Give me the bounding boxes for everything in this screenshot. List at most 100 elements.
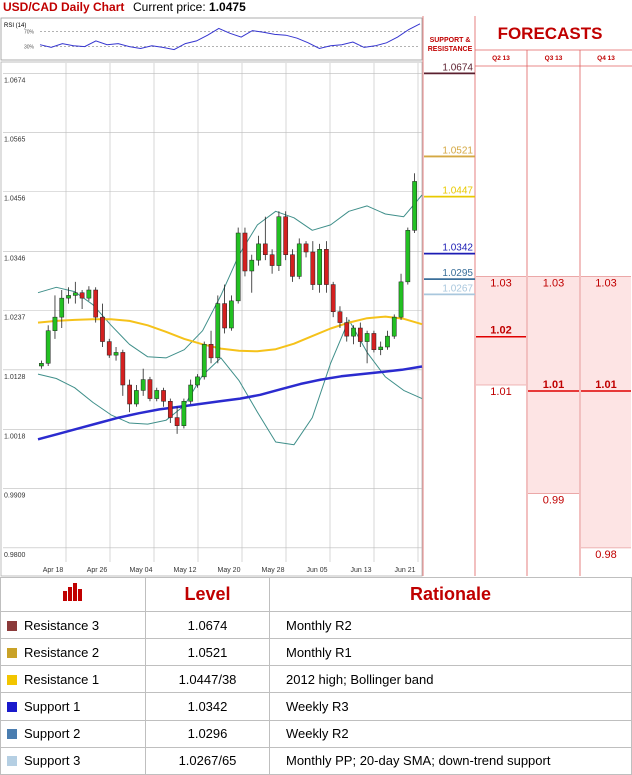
sr-level-label: 1.0295: [442, 268, 473, 279]
forecast-range: [476, 276, 526, 385]
sr-level-label: 1.0267: [442, 283, 473, 294]
sma-200-line: [37, 365, 423, 441]
level-name-cell: Resistance 3: [0, 610, 146, 640]
candle-body: [405, 230, 411, 283]
sr-label-line2: RESISTANCE: [428, 46, 473, 53]
forecast-panel: [422, 16, 632, 576]
candle-body: [296, 243, 302, 277]
candle-body: [262, 243, 268, 255]
candle-body: [100, 316, 105, 342]
x-tick-label: Jun 05: [306, 567, 327, 574]
quarter-header: Q3 13: [545, 55, 563, 62]
candle-body: [391, 316, 397, 337]
quarter-header: Q4 13: [597, 55, 615, 62]
level-value: 1.0267/65: [145, 746, 270, 775]
bollinger-upper-line: [37, 194, 423, 359]
table-row: Support 1 1.0342 Weekly R3: [0, 692, 632, 721]
x-tick-label: Jun 13: [350, 567, 371, 574]
level-name: Support 1: [24, 699, 81, 715]
level-color-swatch: [7, 702, 17, 713]
level-value: 1.0674: [145, 610, 270, 640]
candle-body: [208, 344, 214, 359]
level-rationale: Weekly R2: [269, 719, 632, 748]
level-name-cell: Resistance 2: [0, 638, 146, 667]
candle-body: [269, 254, 275, 266]
candle-body: [344, 322, 350, 337]
candle-body: [276, 216, 282, 266]
candle-body: [59, 297, 65, 318]
level-name-cell: Support 2: [0, 719, 146, 748]
candle-body: [52, 316, 58, 331]
rsi-70-label: 70%: [24, 29, 35, 35]
candle-body: [235, 232, 241, 302]
candle-body: [412, 181, 417, 231]
y-tick-label: 1.0565: [4, 137, 26, 144]
candle-body: [147, 379, 153, 399]
level-rationale: Monthly PP; 20-day SMA; down-trend suppo…: [269, 746, 632, 775]
level-color-swatch: [7, 620, 17, 631]
rsi-panel: RSI (14)70% 30%: [0, 17, 423, 61]
level-name-cell: Resistance 1: [0, 665, 146, 694]
candle-body: [310, 251, 316, 285]
forecasts-title: FORECASTS: [498, 24, 603, 43]
rationale-header: Rationale: [269, 577, 632, 612]
level-rationale: 2012 high; Bollinger band: [269, 665, 632, 694]
table-row: Support 3 1.0267/65 Monthly PP; 20-day SMA…: [0, 746, 632, 775]
table-row: Support 2 1.0296 Weekly R2: [0, 719, 632, 748]
chart-labels: 1.0674 1.0565 1.0456 1.0346 1.0237 1.0128 1.00…: [4, 24, 617, 574]
candle-body: [222, 303, 227, 329]
x-tick-label: May 12: [174, 567, 197, 574]
level-color-swatch: [7, 756, 17, 767]
chart-header: USD/CAD Daily Chart Current price: 1.047…: [0, 0, 420, 16]
candle-body: [201, 344, 207, 378]
candle-body: [174, 417, 180, 426]
table-row: Resistance 1 1.0447/38 2012 high; Bollinge…: [0, 665, 632, 694]
sr-level-label: 1.0342: [442, 243, 473, 254]
level-value: 1.0296: [145, 719, 270, 748]
x-tick-label: May 28: [262, 567, 285, 574]
candle-body: [317, 249, 322, 285]
x-tick-label: Apr 18: [43, 567, 64, 574]
quarter-header: Q2 13: [492, 55, 510, 62]
rsi-frame: [0, 17, 423, 61]
y-tick-label: 1.0018: [4, 434, 26, 441]
level-rationale: Monthly R2: [269, 610, 632, 640]
current-price-value: 1.0475: [209, 0, 246, 14]
candle-body: [154, 390, 160, 399]
forecast-range: [581, 276, 631, 548]
candle-body: [167, 401, 173, 418]
level-value: 1.0521: [145, 638, 270, 667]
forecast-high-label: 1.03: [543, 277, 564, 289]
forecast-low-label: 0.99: [543, 495, 564, 507]
levels-table-header: Level Rationale: [0, 577, 632, 612]
levels-table: Level Rationale Resistance 3 1.0674 Monthl…: [0, 577, 632, 775]
candle-body: [371, 333, 377, 350]
rsi-30-label: 30%: [24, 45, 35, 51]
plot-frame: [0, 61, 423, 577]
y-tick-label: 1.0128: [4, 374, 26, 381]
bar-chart-icon-graphic: [63, 583, 82, 601]
rsi-line: [39, 23, 421, 51]
candle-body: [161, 390, 166, 402]
candle-body: [303, 243, 309, 253]
price-chart: RSI (14)70%30% 1.06741.05651.04561.03461…: [0, 16, 632, 577]
candle-body: [378, 346, 384, 350]
forecast-mid-label: 1.02: [490, 325, 511, 337]
table-row: Resistance 3 1.0674 Monthly R2: [0, 610, 632, 640]
chart-grid: [0, 61, 423, 577]
candle-body: [398, 281, 404, 318]
candle-body: [256, 243, 261, 261]
candle-body: [249, 259, 255, 272]
candle-body: [86, 289, 92, 299]
candle-body: [290, 254, 295, 277]
candle-body: [324, 249, 329, 285]
y-tick-label: 1.0456: [4, 196, 26, 203]
level-rationale: Monthly R1: [269, 638, 632, 667]
level-value: 1.0342: [145, 692, 270, 721]
candle-body: [120, 352, 126, 386]
level-name: Support 2: [24, 726, 81, 742]
sr-level-label: 1.0447: [442, 186, 473, 197]
forecast-mid-label: 1.01: [543, 379, 564, 391]
candle-body: [351, 327, 356, 337]
sr-level-label: 1.0674: [442, 62, 473, 73]
